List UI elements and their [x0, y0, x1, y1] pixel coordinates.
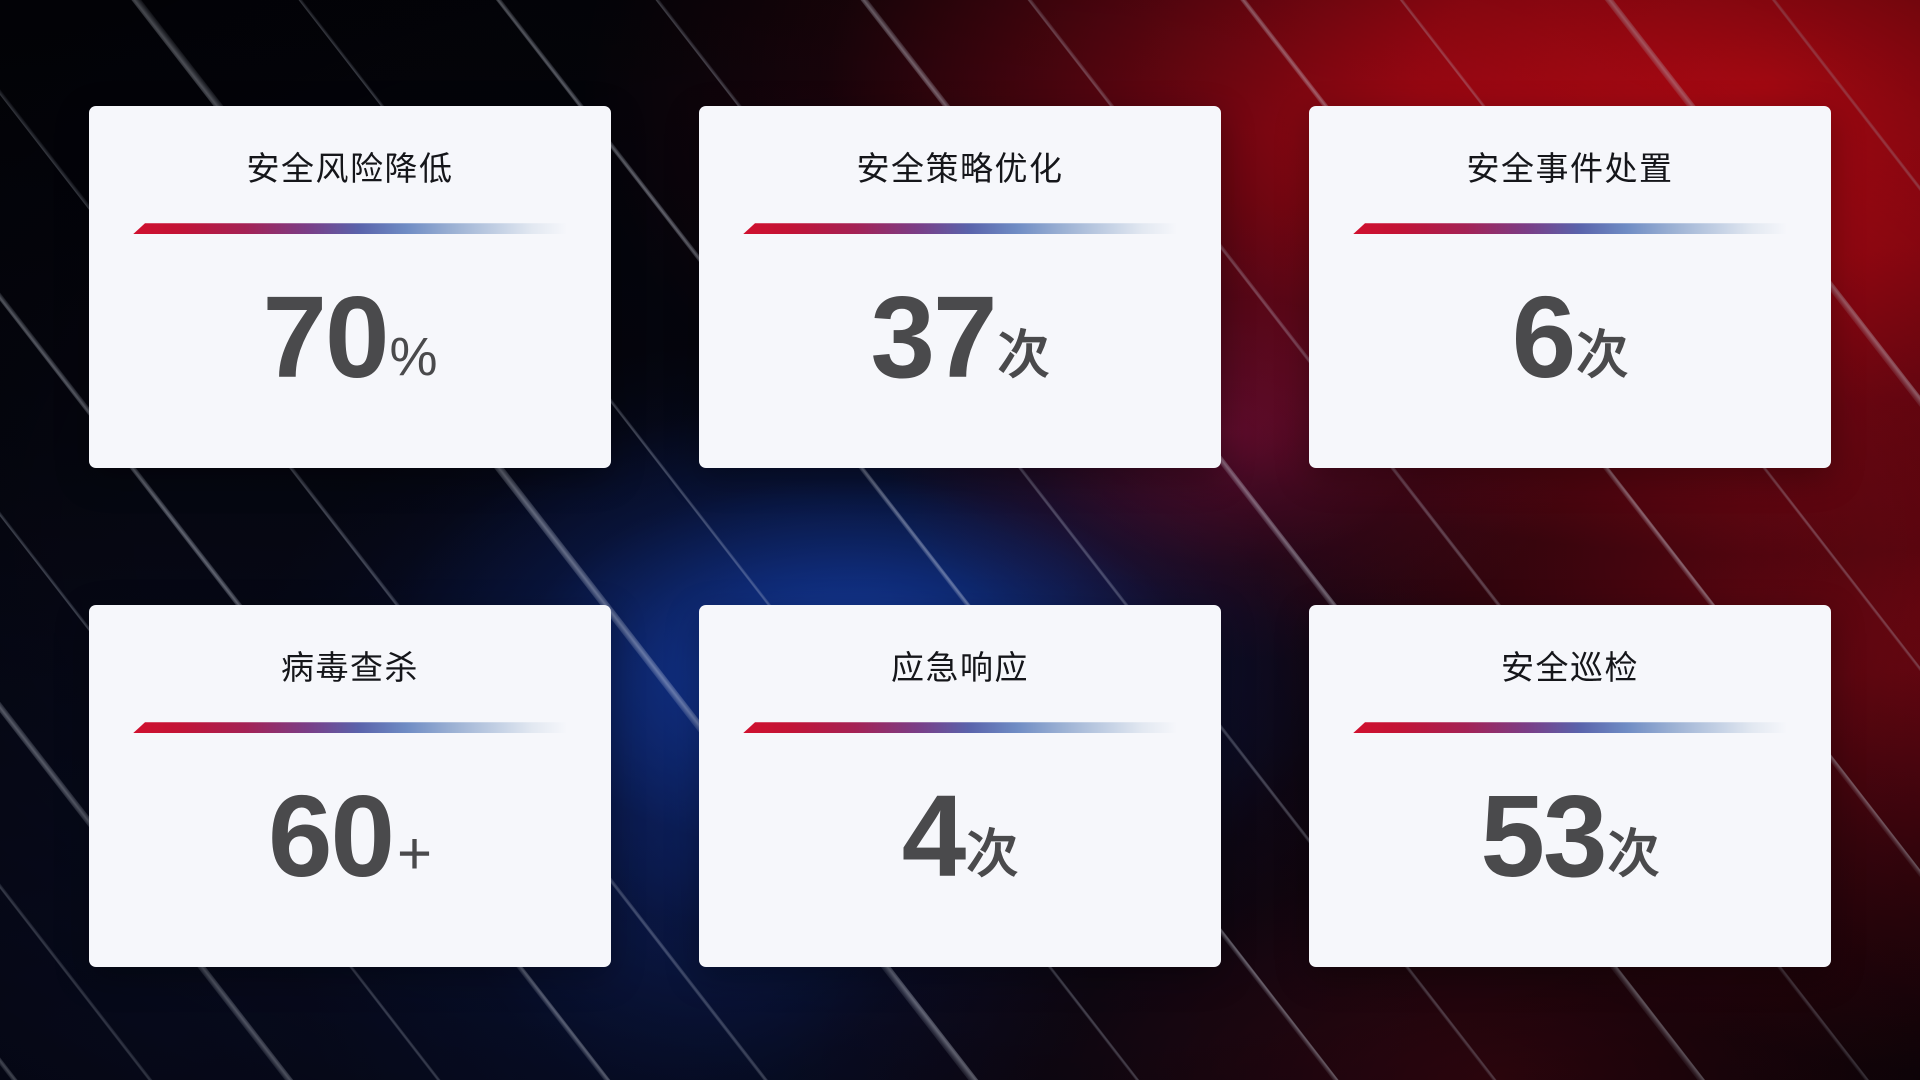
gradient-bar [743, 722, 1177, 734]
metric-card-value-group: 70% [262, 279, 437, 395]
metric-card-value: 6 [1511, 272, 1577, 403]
metric-card-security-incident-handling[interactable]: 安全事件处置 6 次 [1309, 106, 1831, 468]
metric-card-unit: % [389, 327, 438, 388]
metric-card-emergency-response[interactable]: 应急响应 4 次 [699, 605, 1221, 967]
metric-card-security-risk-reduction[interactable]: 安全风险降低 70% [89, 106, 611, 468]
metric-card-value: 70 [262, 272, 389, 403]
metric-card-gradient-divider [1353, 722, 1787, 734]
metric-card-title: 病毒查杀 [281, 649, 419, 686]
gradient-bar [133, 722, 567, 734]
metric-card-unit: 次 [1607, 826, 1660, 885]
metric-card-security-policy-optimization[interactable]: 安全策略优化 37 次 [699, 106, 1221, 468]
metric-card-security-inspection[interactable]: 安全巡检 53 次 [1309, 605, 1831, 967]
metric-card-title: 安全事件处置 [1466, 150, 1674, 187]
gradient-bar [743, 223, 1177, 235]
metric-card-gradient-divider [743, 223, 1177, 235]
metric-card-unit: 次 [997, 327, 1050, 386]
metric-card-value-group: 53 次 [1480, 778, 1659, 894]
metric-card-gradient-divider [133, 722, 567, 734]
metric-card-gradient-divider [743, 722, 1177, 734]
metric-card-title: 安全策略优化 [856, 150, 1064, 187]
metric-card-title: 安全风险降低 [246, 150, 454, 187]
metric-card-value: 53 [1480, 771, 1607, 902]
metric-card-gradient-divider [1353, 223, 1787, 235]
gradient-bar [1353, 722, 1787, 734]
gradient-bar [133, 223, 567, 235]
metric-card-title: 安全巡检 [1501, 649, 1639, 686]
metric-card-value: 37 [870, 272, 997, 403]
metric-card-unit: + [396, 820, 433, 888]
metric-card-grid: 安全风险降低 70% 安全策略优化 37 次安全事件处置 6 次病毒查杀 60 + 应急响应 4 次安… [89, 106, 1831, 975]
gradient-bar [1353, 223, 1787, 235]
metric-card-unit: 次 [966, 826, 1019, 885]
metric-card-value: 4 [901, 771, 967, 902]
metric-card-unit: 次 [1576, 327, 1629, 386]
metric-card-title: 应急响应 [891, 649, 1029, 686]
metric-card-virus-scan-removal[interactable]: 病毒查杀 60 + [89, 605, 611, 967]
metric-card-value-group: 60 + [268, 778, 432, 894]
metric-card-value-group: 37 次 [870, 279, 1049, 395]
metric-card-gradient-divider [133, 223, 567, 235]
metric-card-value: 60 [267, 771, 395, 902]
